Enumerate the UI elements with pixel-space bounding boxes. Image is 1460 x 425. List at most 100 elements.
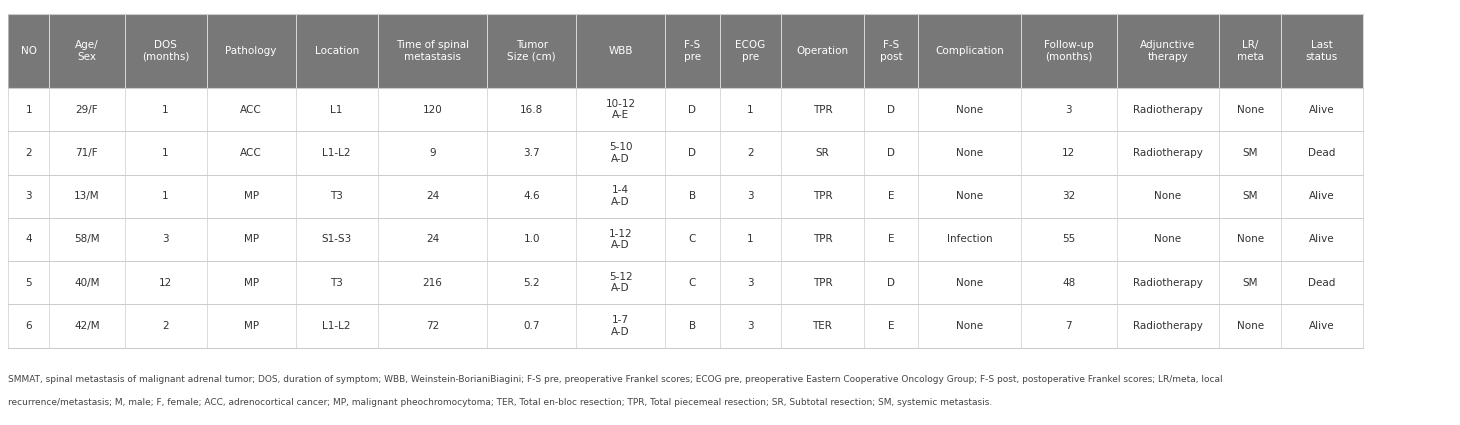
- Text: Last
status: Last status: [1305, 40, 1337, 62]
- Text: 48: 48: [1061, 278, 1076, 288]
- Text: None: None: [956, 148, 983, 158]
- Text: None: None: [1155, 235, 1181, 244]
- Text: B: B: [689, 321, 696, 331]
- Text: Alive: Alive: [1310, 105, 1334, 115]
- Text: Radiotherapy: Radiotherapy: [1133, 321, 1203, 331]
- Text: 1: 1: [748, 235, 753, 244]
- Text: 1.0: 1.0: [523, 235, 540, 244]
- Text: Radiotherapy: Radiotherapy: [1133, 148, 1203, 158]
- Text: NO: NO: [20, 46, 36, 56]
- Text: TPR: TPR: [813, 278, 832, 288]
- Text: WBB: WBB: [609, 46, 632, 56]
- Text: Tumor
Size (cm): Tumor Size (cm): [507, 40, 556, 62]
- Text: 3: 3: [1066, 105, 1072, 115]
- Text: Infection: Infection: [946, 235, 993, 244]
- Text: 5-12
A-D: 5-12 A-D: [609, 272, 632, 294]
- Text: 1-7
A-D: 1-7 A-D: [612, 315, 629, 337]
- Text: 1: 1: [162, 148, 169, 158]
- Text: recurrence/metastasis; M, male; F, female; ACC, adrenocortical cancer; MP, malig: recurrence/metastasis; M, male; F, femal…: [9, 398, 993, 407]
- Text: D: D: [689, 105, 696, 115]
- Text: S1-S3: S1-S3: [321, 235, 352, 244]
- Text: Radiotherapy: Radiotherapy: [1133, 105, 1203, 115]
- Text: D: D: [886, 278, 895, 288]
- Text: 1-4
A-D: 1-4 A-D: [612, 185, 629, 207]
- Text: B: B: [689, 191, 696, 201]
- Bar: [9, 131, 1364, 175]
- Text: E: E: [888, 235, 894, 244]
- Text: None: None: [1237, 105, 1264, 115]
- Bar: [9, 175, 1364, 218]
- Text: 32: 32: [1061, 191, 1076, 201]
- Text: 71/F: 71/F: [76, 148, 98, 158]
- Text: 4.6: 4.6: [523, 191, 540, 201]
- Text: 2: 2: [25, 148, 32, 158]
- Text: 12: 12: [159, 278, 172, 288]
- Text: 16.8: 16.8: [520, 105, 543, 115]
- Text: 72: 72: [426, 321, 439, 331]
- Text: 0.7: 0.7: [523, 321, 540, 331]
- Text: 9: 9: [429, 148, 435, 158]
- Text: TPR: TPR: [813, 191, 832, 201]
- Text: 1-12
A-D: 1-12 A-D: [609, 229, 632, 250]
- Text: Time of spinal
metastasis: Time of spinal metastasis: [396, 40, 469, 62]
- Text: 2: 2: [748, 148, 753, 158]
- Text: None: None: [956, 278, 983, 288]
- Text: 4: 4: [25, 235, 32, 244]
- Text: 42/M: 42/M: [74, 321, 99, 331]
- Text: Location: Location: [314, 46, 359, 56]
- Text: L1-L2: L1-L2: [323, 148, 350, 158]
- Text: None: None: [1237, 321, 1264, 331]
- Text: 1: 1: [162, 105, 169, 115]
- Text: Follow-up
(months): Follow-up (months): [1044, 40, 1094, 62]
- Text: 3.7: 3.7: [523, 148, 540, 158]
- Text: SM: SM: [1242, 191, 1259, 201]
- Text: C: C: [689, 278, 696, 288]
- Text: L1-L2: L1-L2: [323, 321, 350, 331]
- Text: L1: L1: [330, 105, 343, 115]
- Text: ACC: ACC: [241, 105, 261, 115]
- Text: 2: 2: [162, 321, 169, 331]
- Text: ECOG
pre: ECOG pre: [736, 40, 765, 62]
- Text: MP: MP: [244, 191, 258, 201]
- Text: Operation: Operation: [796, 46, 848, 56]
- Bar: [9, 261, 1364, 304]
- Text: 58/M: 58/M: [74, 235, 99, 244]
- Text: SR: SR: [816, 148, 829, 158]
- Text: 3: 3: [748, 321, 753, 331]
- Text: Alive: Alive: [1310, 235, 1334, 244]
- Text: SM: SM: [1242, 148, 1259, 158]
- Text: None: None: [956, 191, 983, 201]
- Text: 120: 120: [422, 105, 442, 115]
- Text: 3: 3: [25, 191, 32, 201]
- Text: None: None: [1155, 191, 1181, 201]
- Bar: [9, 88, 1364, 131]
- Text: TER: TER: [813, 321, 832, 331]
- Text: Alive: Alive: [1310, 321, 1334, 331]
- Text: 5.2: 5.2: [523, 278, 540, 288]
- Text: 13/M: 13/M: [74, 191, 99, 201]
- Text: 3: 3: [748, 278, 753, 288]
- Text: Pathology: Pathology: [225, 46, 277, 56]
- Text: 5-10
A-D: 5-10 A-D: [609, 142, 632, 164]
- Text: F-S
post: F-S post: [879, 40, 902, 62]
- Text: ACC: ACC: [241, 148, 261, 158]
- Text: None: None: [956, 321, 983, 331]
- Text: 3: 3: [748, 191, 753, 201]
- Text: DOS
(months): DOS (months): [142, 40, 190, 62]
- Text: T3: T3: [330, 278, 343, 288]
- Text: Dead: Dead: [1308, 148, 1336, 158]
- Text: TPR: TPR: [813, 105, 832, 115]
- Text: C: C: [689, 235, 696, 244]
- Text: 1: 1: [25, 105, 32, 115]
- Text: LR/
meta: LR/ meta: [1237, 40, 1263, 62]
- Text: 216: 216: [422, 278, 442, 288]
- Text: 3: 3: [162, 235, 169, 244]
- Text: SMMAT, spinal metastasis of malignant adrenal tumor; DOS, duration of symptom; W: SMMAT, spinal metastasis of malignant ad…: [9, 375, 1223, 384]
- Text: SM: SM: [1242, 278, 1259, 288]
- Bar: [9, 218, 1364, 261]
- Text: E: E: [888, 191, 894, 201]
- Text: MP: MP: [244, 321, 258, 331]
- Text: Adjunctive
therapy: Adjunctive therapy: [1140, 40, 1196, 62]
- Text: TPR: TPR: [813, 235, 832, 244]
- Text: Age/
Sex: Age/ Sex: [74, 40, 99, 62]
